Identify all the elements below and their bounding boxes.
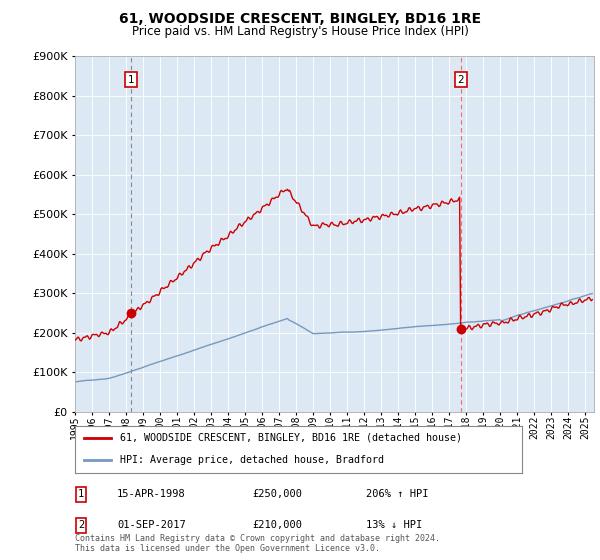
Text: HPI: Average price, detached house, Bradford: HPI: Average price, detached house, Brad… [120, 455, 384, 465]
Point [456, 324, 466, 333]
Text: 15-APR-1998: 15-APR-1998 [117, 489, 186, 500]
Point [126, 309, 136, 318]
Text: 61, WOODSIDE CRESCENT, BINGLEY, BD16 1RE (detached house): 61, WOODSIDE CRESCENT, BINGLEY, BD16 1RE… [120, 432, 462, 442]
Text: Price paid vs. HM Land Registry's House Price Index (HPI): Price paid vs. HM Land Registry's House … [131, 25, 469, 38]
Text: 01-SEP-2017: 01-SEP-2017 [117, 520, 186, 530]
Text: 1: 1 [128, 74, 134, 85]
Text: £250,000: £250,000 [252, 489, 302, 500]
Text: 13% ↓ HPI: 13% ↓ HPI [366, 520, 422, 530]
Text: 2: 2 [78, 520, 84, 530]
Text: 1: 1 [78, 489, 84, 500]
Text: 2: 2 [457, 74, 464, 85]
Text: Contains HM Land Registry data © Crown copyright and database right 2024.
This d: Contains HM Land Registry data © Crown c… [75, 534, 440, 553]
Text: £210,000: £210,000 [252, 520, 302, 530]
Text: 206% ↑ HPI: 206% ↑ HPI [366, 489, 428, 500]
Text: 61, WOODSIDE CRESCENT, BINGLEY, BD16 1RE: 61, WOODSIDE CRESCENT, BINGLEY, BD16 1RE [119, 12, 481, 26]
